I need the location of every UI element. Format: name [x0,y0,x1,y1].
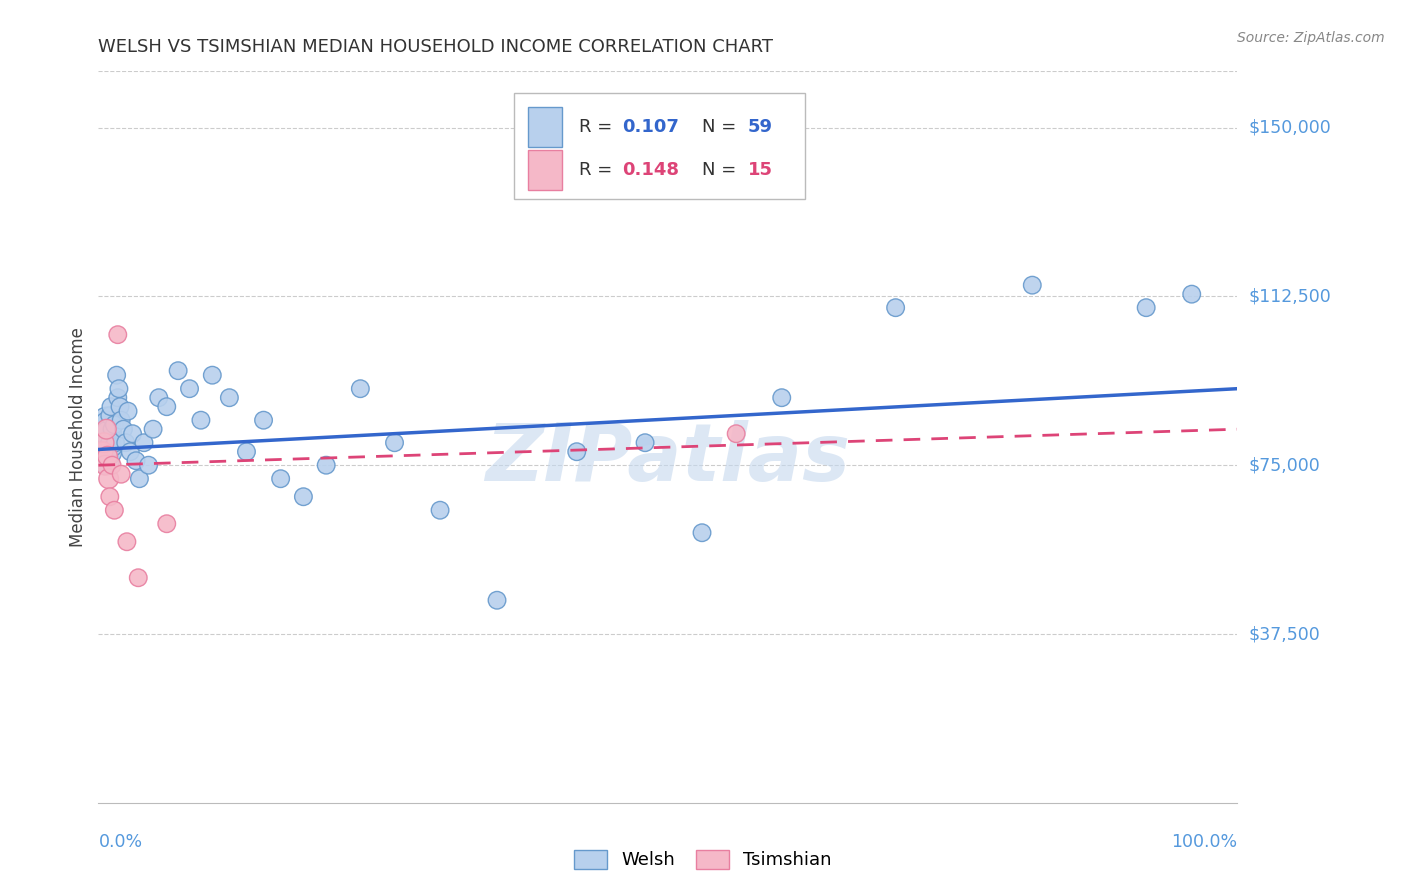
FancyBboxPatch shape [527,150,562,190]
Point [97,426,120,441]
Text: 59: 59 [748,119,772,136]
Point [156,516,179,531]
Point [112,422,135,436]
Point [120,444,142,458]
Point [110,467,132,482]
Point [90,426,112,441]
Text: 15: 15 [748,161,772,178]
Text: Source: ZipAtlas.com: Source: ZipAtlas.com [1237,31,1385,45]
Point [315,458,337,473]
Text: ZIPatlas: ZIPatlas [485,420,851,498]
FancyBboxPatch shape [527,107,562,147]
Point [96,449,118,463]
Point [190,413,212,427]
FancyBboxPatch shape [515,94,804,200]
Point [634,435,657,450]
Point [97,444,120,458]
Point [132,435,155,450]
Point [100,400,122,414]
Point [91,440,114,454]
Text: R =: R = [579,119,619,136]
Point [770,391,793,405]
Point [96,413,118,427]
Point [565,444,588,458]
Point [725,426,748,441]
Point [114,435,136,450]
Point [117,404,139,418]
Point [125,453,148,467]
Point [96,431,118,445]
Text: 0.107: 0.107 [623,119,679,136]
Point [96,422,118,436]
Point [94,444,117,458]
Point [103,440,125,454]
Text: $150,000: $150,000 [1249,119,1331,136]
Point [127,571,149,585]
Point [98,435,121,450]
Point [93,435,115,450]
Point [690,525,713,540]
Point [101,422,124,436]
Point [96,417,118,432]
Point [201,368,224,383]
Point [103,503,125,517]
Point [98,409,121,423]
Point [94,422,117,436]
Point [115,534,138,549]
Point [104,435,127,450]
Point [486,593,509,607]
Point [93,449,115,463]
Text: N =: N = [702,161,742,178]
Y-axis label: Median Household Income: Median Household Income [69,327,87,547]
Point [138,458,160,473]
Point [110,413,132,427]
Point [384,435,406,450]
Point [349,382,371,396]
Point [156,400,179,414]
Text: $112,500: $112,500 [1249,287,1331,305]
Point [1021,278,1043,293]
Point [270,472,292,486]
Point [96,440,118,454]
Point [96,453,118,467]
Point [235,444,257,458]
Point [292,490,315,504]
Point [107,327,129,342]
Point [1181,287,1204,301]
Point [101,458,124,473]
Text: $37,500: $37,500 [1249,625,1320,643]
Point [108,382,131,396]
Point [884,301,907,315]
Point [94,458,117,473]
Point [218,391,240,405]
Point [107,391,129,405]
Point [142,422,165,436]
Point [91,444,114,458]
Text: 0.148: 0.148 [623,161,679,178]
Point [121,426,143,441]
Point [179,382,201,396]
Text: N =: N = [702,119,742,136]
Point [108,400,131,414]
Point [167,364,190,378]
Point [98,490,121,504]
Point [128,472,150,486]
Point [1135,301,1157,315]
Point [97,472,120,486]
Text: 100.0%: 100.0% [1171,833,1237,851]
Point [429,503,451,517]
Point [93,435,115,450]
Legend: Welsh, Tsimshian: Welsh, Tsimshian [565,841,841,879]
Point [148,391,170,405]
Point [105,368,128,383]
Text: 0.0%: 0.0% [98,833,142,851]
Point [252,413,274,427]
Text: R =: R = [579,161,619,178]
Text: $75,000: $75,000 [1249,456,1320,475]
Text: WELSH VS TSIMSHIAN MEDIAN HOUSEHOLD INCOME CORRELATION CHART: WELSH VS TSIMSHIAN MEDIAN HOUSEHOLD INCO… [98,38,773,56]
Point [103,417,125,432]
